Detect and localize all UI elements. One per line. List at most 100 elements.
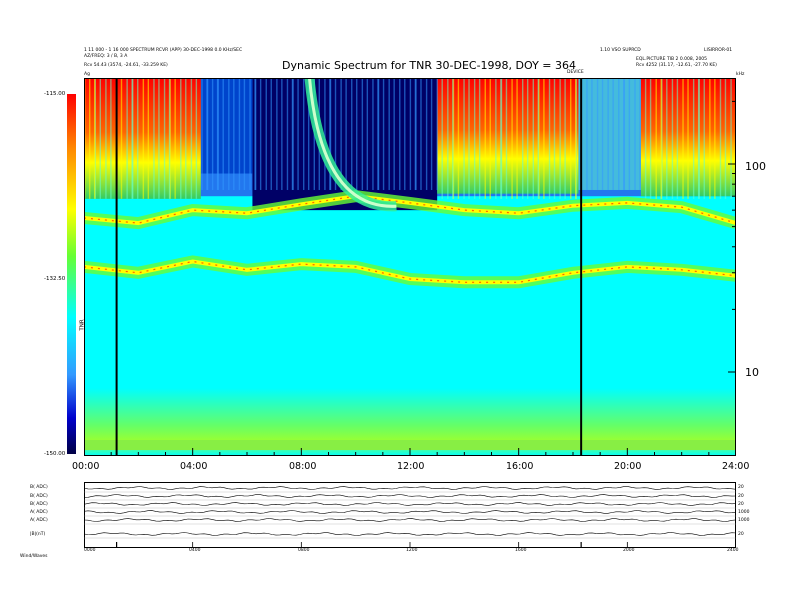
spectral-striation [671,78,674,199]
spectral-striation [307,78,310,190]
spectral-striation [553,78,556,199]
y-tick-100: 100 [745,160,766,173]
spectral-striation [153,78,155,199]
panel-trace-6 [84,532,736,536]
panel-x-tick-6: 2400 [727,548,739,553]
panel-label-5: A( ADC) [30,518,48,523]
panel-rtick-3: 20 [738,502,744,507]
y-tick-10: 10 [745,366,759,379]
spectral-striation [564,78,566,199]
spectral-striation [356,78,358,190]
spectral-striation [511,78,513,199]
spectral-striation [532,78,534,199]
spectral-striation [249,78,251,190]
chart-title: Dynamic Spectrum for TNR 30-DEC-1998, DO… [282,59,576,72]
panel-label-3: B( ADC) [30,502,48,507]
spectral-striation [174,78,176,199]
spectral-striation [142,78,145,199]
spectral-striation [361,78,364,190]
spectral-striation [612,78,614,190]
spectral-striation [206,78,208,190]
type-iii-burst [308,78,397,208]
spectral-striation [666,78,668,199]
spectral-striation [644,78,647,199]
spectrogram [84,78,736,456]
spectral-striation [559,78,561,199]
spectral-striation [425,78,428,190]
panel-x-tick-2: 0800 [298,548,310,553]
spectral-striation [270,78,272,190]
spectral-striation [329,78,331,190]
panel-label-1: B( ADC) [30,485,48,490]
spectral-striation [591,78,593,190]
spectral-striation [457,78,460,199]
spectral-striation [628,78,631,190]
panel-x-tick-5: 2000 [623,548,635,553]
panel-trace-4 [84,510,736,514]
spectral-striation [351,78,353,190]
spectral-striation [414,78,417,190]
x-tick-3: 12:00 [397,461,425,472]
spectral-striation [382,78,385,190]
spectral-striation [340,78,342,190]
top-axis-left-label: Ag [84,72,90,77]
spectral-striation [291,78,294,190]
spectral-striation [393,78,395,190]
spectral-striation [105,78,107,199]
panel-rtick-1: 20 [738,485,744,490]
header-right-line2: LISIRROR-01 [704,48,733,53]
spectral-striation [222,78,224,190]
spectral-striation [377,78,379,190]
spectral-striation [543,78,545,199]
spectral-striation [639,78,641,190]
spectral-striation [724,78,727,199]
colorbar-tick-bottom: -150.00 [44,451,66,457]
x-tick-6: 24:00 [722,461,750,472]
panel-rtick-2: 20 [738,494,744,499]
panel-trace-3 [84,502,736,506]
spectral-striation [254,78,256,190]
spectral-striation [120,78,123,199]
quiet-cyan-region [578,78,641,190]
panel-label-4: A( ADC) [30,510,48,515]
spectral-striation [452,78,454,199]
panel-trace-1 [84,486,736,490]
panel-rtick-5: 1000 [738,518,750,523]
spectral-striation [634,78,636,190]
spectral-striation [447,78,449,199]
spectral-striation [730,78,732,199]
spectral-striation [409,78,412,190]
spectral-striation [201,78,203,190]
top-marker-label: DEVICE [567,70,584,75]
spectral-striation [687,78,689,199]
panel-rtick-6: 20 [738,532,744,537]
spectral-striation [276,78,278,190]
spectral-striation [623,78,625,190]
spectral-striation [131,78,133,199]
spectral-striation [489,78,491,199]
x-tick-5: 20:00 [614,461,642,472]
panels-frame [84,482,736,548]
spectral-striation [88,78,91,199]
spectral-striation [259,78,262,190]
upper-band-core [84,195,736,224]
spectral-striation [570,78,572,199]
colorbar-tick-top: -115.00 [44,91,66,97]
spectral-striation [147,78,150,199]
spectral-striation [500,78,502,199]
spectral-striation [216,78,219,190]
spectral-striation [709,78,711,199]
spectral-striation [185,78,187,199]
emission-region-early [84,78,201,199]
spectral-striation [334,78,337,190]
x-tick-0: 00:00 [72,461,100,472]
spectral-striation [93,78,96,199]
spectral-striation [420,78,422,190]
spectral-striation [211,78,214,190]
spectral-striation [158,78,160,199]
plot-frame [84,78,736,456]
x-tick-4: 16:00 [506,461,534,472]
spectral-striation [126,78,128,199]
spectral-striation [596,78,599,190]
spectral-striation [601,78,604,190]
